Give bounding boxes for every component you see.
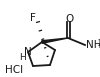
Text: H: H: [20, 53, 26, 62]
Text: N: N: [24, 47, 32, 57]
Polygon shape: [42, 38, 68, 43]
Text: NH: NH: [86, 40, 100, 50]
Text: 2: 2: [97, 38, 100, 48]
Text: F: F: [30, 13, 36, 23]
Text: O: O: [65, 14, 73, 24]
Text: HCl: HCl: [5, 65, 23, 75]
